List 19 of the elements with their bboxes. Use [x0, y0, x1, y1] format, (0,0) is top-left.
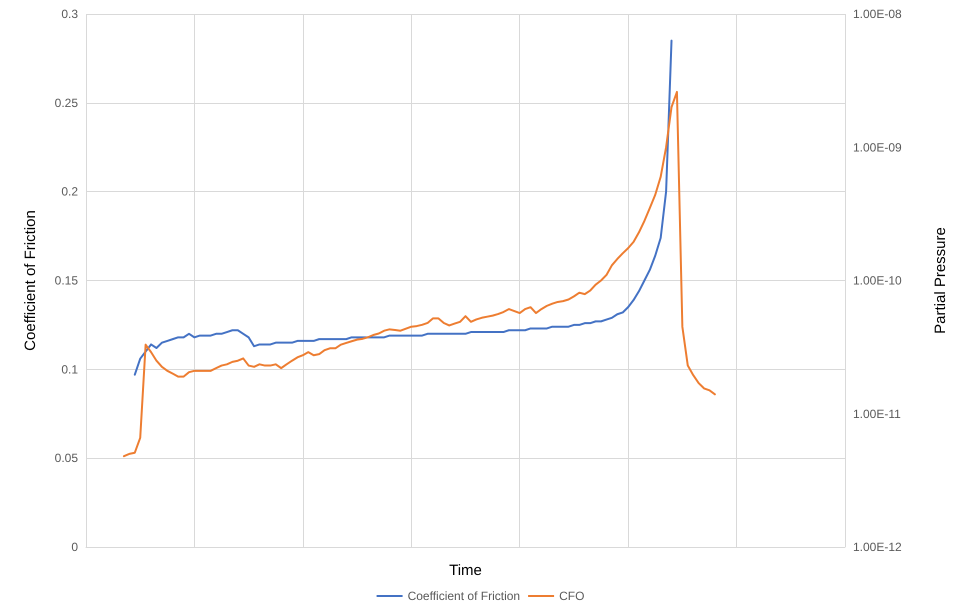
y-tick-label: 0.05: [54, 451, 78, 466]
line-series: [134, 40, 673, 376]
y2-tick-label: 1.00E-08: [853, 7, 902, 21]
y-axis-title: Coefficient of Friction: [22, 210, 39, 351]
y-tick-label: 0.3: [61, 7, 78, 21]
y2-tick-label: 1.00E-12: [853, 540, 902, 554]
x-axis-title: Time: [449, 562, 482, 579]
y2-tick-label: 1.00E-09: [853, 140, 902, 154]
y-tick-label: 0.2: [61, 184, 78, 199]
y2-axis-title: Partial Pressure: [932, 227, 949, 334]
legend-label: Coefficient of Friction: [408, 589, 520, 603]
line-series: [122, 90, 716, 458]
y-tick-label: 0.15: [54, 274, 78, 288]
y-tick-label: 0: [71, 540, 78, 554]
y2-tick-label: 1.00E-10: [853, 274, 902, 288]
y-tick-label: 0.1: [61, 362, 78, 376]
y-tick-label: 0.25: [54, 96, 78, 110]
legend-label: CFO: [559, 589, 584, 603]
y2-tick-label: 1.00E-11: [853, 406, 902, 421]
